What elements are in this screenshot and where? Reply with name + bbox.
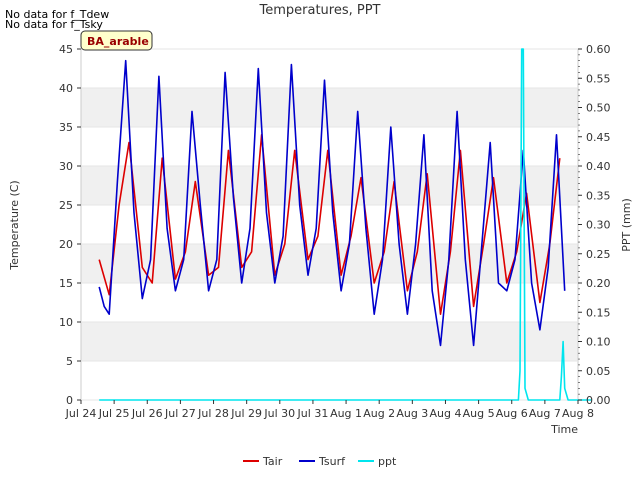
x-tick-label-12: Aug 5	[463, 407, 495, 420]
y2-tick-label-9: 0.45	[586, 131, 611, 144]
y-tick-label-8: 40	[59, 82, 73, 95]
x-tick-label-5: Jul 29	[230, 407, 262, 420]
y2-tick-label-5: 0.25	[586, 248, 611, 261]
band-35	[81, 88, 578, 127]
x-axis-label: Time	[550, 423, 578, 436]
y2-tick-label-0: 0.00	[586, 394, 611, 407]
x-tick-label-10: Aug 3	[396, 407, 428, 420]
y2-tick-label-10: 0.50	[586, 102, 611, 115]
band-15	[81, 244, 578, 283]
y-tick-label-0: 0	[66, 394, 73, 407]
y2-tick-label-8: 0.40	[586, 160, 611, 173]
y-tick-label-9: 45	[59, 43, 73, 56]
y-tick-label-5: 25	[59, 199, 73, 212]
y2-tick-label-4: 0.20	[586, 277, 611, 290]
y-axis-label: Temperature (C)	[8, 180, 21, 270]
y-tick-label-6: 30	[59, 160, 73, 173]
x-tick-label-3: Jul 27	[164, 407, 196, 420]
x-tick-label-15: Aug 8	[562, 407, 594, 420]
x-tick-label-8: Aug 1	[330, 407, 362, 420]
y-tick-label-3: 15	[59, 277, 73, 290]
legend-ppt-label: ppt	[378, 455, 397, 468]
no-data-tdew: No data for f_Tdew	[5, 8, 109, 21]
legend: Tair Tsurf ppt	[243, 455, 397, 468]
x-tick-label-11: Aug 4	[429, 407, 461, 420]
x-tick-label-0: Jul 24	[65, 407, 97, 420]
y2-tick-label-12: 0.60	[586, 43, 611, 56]
y2-tick-label-6: 0.30	[586, 219, 611, 232]
x-tick-label-1: Jul 25	[98, 407, 130, 420]
legend-tair-label: Tair	[262, 455, 283, 468]
y-tick-label-7: 35	[59, 121, 73, 134]
x-tick-label-2: Jul 26	[131, 407, 163, 420]
legend-tsurf-label: Tsurf	[318, 455, 346, 468]
site-label-box	[80, 30, 153, 51]
x-tick-label-7: Jul 31	[297, 407, 329, 420]
series-lines	[98, 48, 592, 401]
y-tick-label-1: 5	[66, 355, 73, 368]
y2-tick-label-11: 0.55	[586, 72, 611, 85]
no-data-tsky: No data for f_Tsky	[5, 18, 103, 31]
band-5	[81, 322, 578, 361]
axes: 0 5 10 15 20 25 30 35 40 45 0.00 0.05 0.10 0.15 0.20 0.…	[59, 43, 611, 420]
y2-tick-label-2: 0.10	[586, 336, 611, 349]
site-label: BA_arable	[87, 35, 149, 48]
x-tick-label-14: Aug 7	[529, 407, 561, 420]
y2-axis-label: PPT (mm)	[620, 198, 633, 252]
y2-tick-label-1: 0.05	[586, 365, 611, 378]
series-tair-line	[98, 134, 561, 316]
y2-tick-label-3: 0.15	[586, 306, 611, 319]
series-tsurf-line	[98, 59, 566, 347]
plot-bands	[81, 88, 578, 361]
y2-tick-label-7: 0.35	[586, 189, 611, 202]
x-tick-label-6: Jul 30	[263, 407, 295, 420]
chart-title: Temperatures, PPT	[258, 3, 380, 18]
x-tick-label-9: Aug 2	[363, 407, 395, 420]
x-tick-label-13: Aug 6	[496, 407, 528, 420]
x-tick-label-4: Jul 28	[197, 407, 229, 420]
y-tick-label-4: 20	[59, 238, 73, 251]
y-tick-label-2: 10	[59, 316, 73, 329]
series-ppt-line	[99, 48, 592, 401]
